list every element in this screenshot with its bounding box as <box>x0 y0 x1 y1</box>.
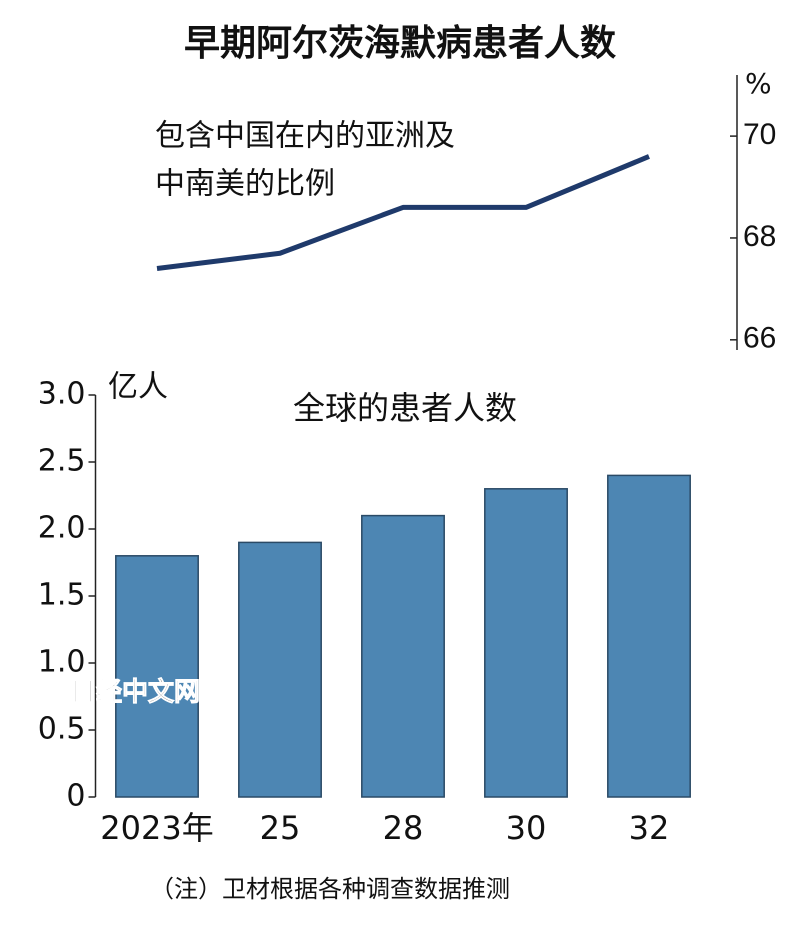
bar <box>238 541 322 798</box>
y-tick-label: 1.5 <box>38 578 86 613</box>
y-unit: 亿人 <box>108 370 168 405</box>
bar <box>607 474 691 798</box>
bar <box>115 555 199 798</box>
x-tick-label: 25 <box>260 809 301 847</box>
line <box>156 154 650 271</box>
y-unit: % <box>745 67 772 100</box>
annotation: 包含中国在内的亚洲及 <box>155 119 455 154</box>
y-tick-label: 70 <box>743 118 776 151</box>
y-tick-label: 0.5 <box>38 712 86 747</box>
y-tick-label: 2.5 <box>38 444 86 479</box>
annotation: 中南美的比例 <box>155 167 335 202</box>
x-tick-label: 2023年 <box>100 809 213 847</box>
subtitle: 全球的患者人数 <box>293 389 517 427</box>
y-tick-label: 68 <box>743 220 776 253</box>
x-tick-label: 28 <box>383 809 424 847</box>
y-tick-label: 0 <box>66 779 85 814</box>
y-tick-label: 66 <box>743 322 776 355</box>
x-tick-label: 32 <box>629 809 670 847</box>
note: （注）卫材根据各种调查数据推测 <box>150 875 510 903</box>
watermark: 日经中文网 <box>70 677 200 708</box>
x-tick-label: 30 <box>506 809 547 847</box>
chart-title: 早期阿尔茨海默病患者人数 <box>184 23 616 64</box>
y-tick-label: 2.0 <box>38 511 86 546</box>
bar <box>361 514 445 798</box>
y-tick-label: 3.0 <box>38 377 86 412</box>
y-tick-label: 1.0 <box>38 645 86 680</box>
bar <box>484 488 568 798</box>
